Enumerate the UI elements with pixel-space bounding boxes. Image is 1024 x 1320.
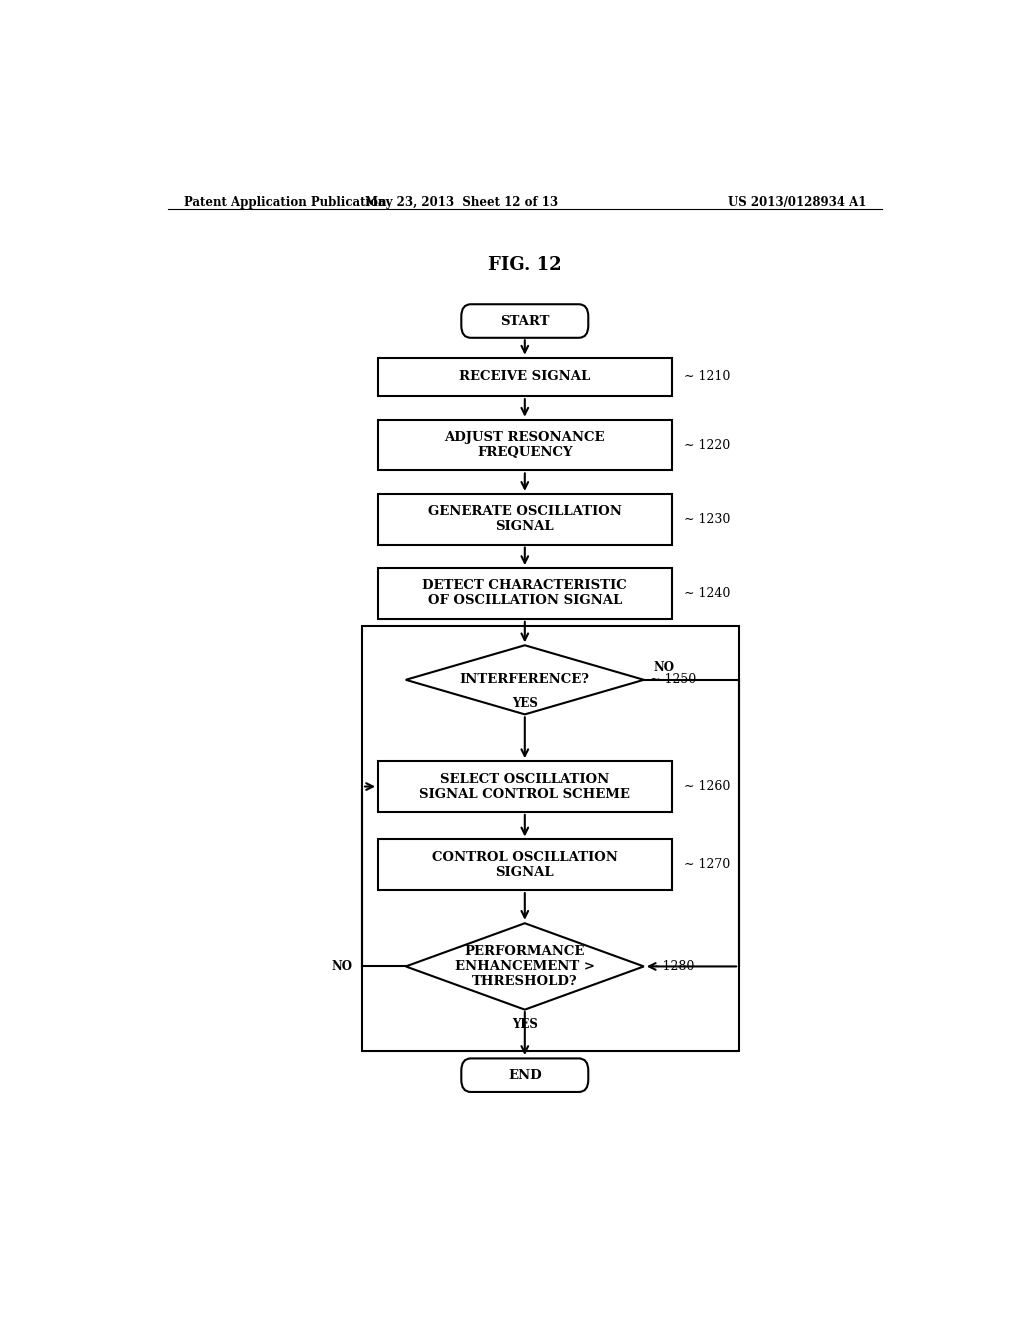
Bar [378, 358, 672, 396]
Text: ∼ 1280: ∼ 1280 [648, 960, 694, 973]
Polygon shape [406, 645, 644, 714]
Text: YES: YES [512, 1018, 538, 1031]
Text: GENERATE OSCILLATION
SIGNAL: GENERATE OSCILLATION SIGNAL [428, 506, 622, 533]
Text: START: START [500, 314, 550, 327]
Bar [378, 762, 672, 812]
Text: INTERFERENCE?: INTERFERENCE? [460, 673, 590, 686]
Bar [378, 420, 672, 470]
Text: US 2013/0128934 A1: US 2013/0128934 A1 [728, 195, 866, 209]
Text: ∼ 1230: ∼ 1230 [684, 512, 730, 525]
Text: ∼ 1270: ∼ 1270 [684, 858, 730, 871]
Bar [378, 840, 672, 890]
Text: SELECT OSCILLATION
SIGNAL CONTROL SCHEME: SELECT OSCILLATION SIGNAL CONTROL SCHEME [420, 772, 630, 800]
Text: FIG. 12: FIG. 12 [488, 256, 561, 275]
Polygon shape [406, 923, 644, 1010]
Text: ∼ 1220: ∼ 1220 [684, 438, 730, 451]
FancyBboxPatch shape [461, 1059, 588, 1092]
Text: ∼ 1260: ∼ 1260 [684, 780, 730, 793]
FancyBboxPatch shape [461, 304, 588, 338]
Text: ADJUST RESONANCE
FREQUENCY: ADJUST RESONANCE FREQUENCY [444, 432, 605, 459]
Text: END: END [508, 1069, 542, 1081]
Text: DETECT CHARACTERISTIC
OF OSCILLATION SIGNAL: DETECT CHARACTERISTIC OF OSCILLATION SIG… [423, 579, 627, 607]
Text: Patent Application Publication: Patent Application Publication [183, 195, 386, 209]
Text: NO: NO [653, 661, 675, 675]
Text: PERFORMANCE
ENHANCEMENT >
THRESHOLD?: PERFORMANCE ENHANCEMENT > THRESHOLD? [455, 945, 595, 987]
Bar [378, 494, 672, 545]
Text: YES: YES [512, 697, 538, 710]
Text: ∼ 1210: ∼ 1210 [684, 371, 730, 383]
Text: May 23, 2013  Sheet 12 of 13: May 23, 2013 Sheet 12 of 13 [365, 195, 558, 209]
Text: RECEIVE SIGNAL: RECEIVE SIGNAL [459, 371, 591, 383]
Bar [378, 568, 672, 619]
Bar [362, 626, 739, 1051]
Text: ∼ 1250: ∼ 1250 [650, 673, 696, 686]
Text: NO: NO [332, 960, 353, 973]
Text: CONTROL OSCILLATION
SIGNAL: CONTROL OSCILLATION SIGNAL [432, 851, 617, 879]
Text: ∼ 1240: ∼ 1240 [684, 587, 730, 599]
